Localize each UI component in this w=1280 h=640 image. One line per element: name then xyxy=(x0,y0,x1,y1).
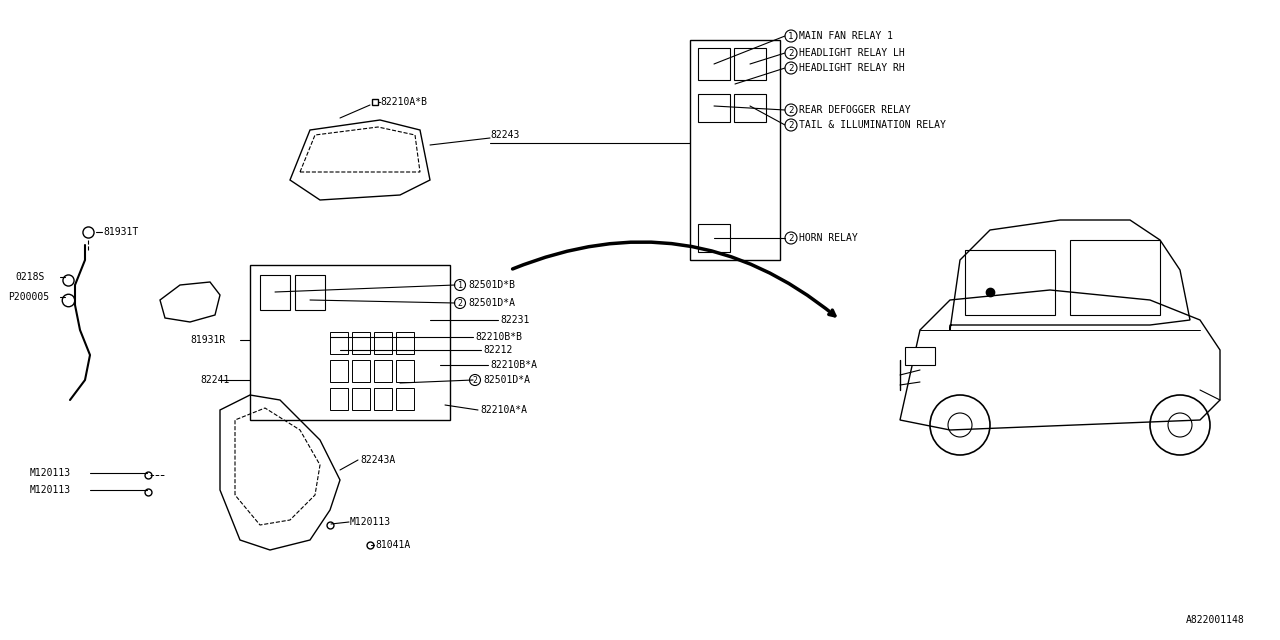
Bar xyxy=(733,48,765,80)
Text: M120113: M120113 xyxy=(349,517,392,527)
Text: 82241: 82241 xyxy=(200,375,229,385)
Text: HEADLIGHT RELAY LH: HEADLIGHT RELAY LH xyxy=(799,48,905,58)
Text: 2: 2 xyxy=(457,298,462,307)
Bar xyxy=(330,388,348,410)
Bar xyxy=(733,94,765,122)
Text: 82243: 82243 xyxy=(490,130,520,140)
Text: TAIL & ILLUMINATION RELAY: TAIL & ILLUMINATION RELAY xyxy=(799,120,946,130)
Text: 82210B*A: 82210B*A xyxy=(490,360,538,370)
Text: P200005: P200005 xyxy=(8,292,49,302)
Bar xyxy=(1070,240,1160,315)
Bar xyxy=(698,224,730,252)
Text: 82501D*A: 82501D*A xyxy=(468,298,515,308)
Text: 2: 2 xyxy=(788,106,794,115)
Bar xyxy=(396,360,413,382)
Bar xyxy=(294,275,325,310)
Bar xyxy=(698,94,730,122)
Text: 1: 1 xyxy=(788,31,794,40)
Text: 1: 1 xyxy=(457,280,462,289)
Text: 2: 2 xyxy=(788,49,794,58)
Bar xyxy=(374,332,392,354)
Bar xyxy=(330,332,348,354)
Bar xyxy=(396,388,413,410)
Text: 82243A: 82243A xyxy=(360,455,396,465)
Text: 81931R: 81931R xyxy=(189,335,225,345)
Text: M120113: M120113 xyxy=(29,468,72,478)
Bar xyxy=(965,250,1055,315)
Text: 2: 2 xyxy=(788,63,794,72)
Bar xyxy=(396,332,413,354)
Bar xyxy=(330,360,348,382)
Text: HEADLIGHT RELAY RH: HEADLIGHT RELAY RH xyxy=(799,63,905,73)
Bar xyxy=(698,48,730,80)
Text: 0218S: 0218S xyxy=(15,272,45,282)
Text: M120113: M120113 xyxy=(29,485,72,495)
Bar xyxy=(905,347,934,365)
Text: 82212: 82212 xyxy=(483,345,512,355)
Bar xyxy=(374,388,392,410)
Text: 82210A*A: 82210A*A xyxy=(480,405,527,415)
Text: 82210A*B: 82210A*B xyxy=(380,97,428,107)
Bar xyxy=(352,388,370,410)
Text: 2: 2 xyxy=(788,120,794,129)
Text: 82231: 82231 xyxy=(500,315,530,325)
Text: A822001148: A822001148 xyxy=(1187,615,1245,625)
Bar xyxy=(690,40,780,260)
Bar xyxy=(250,265,451,420)
Bar xyxy=(352,332,370,354)
Text: 82210B*B: 82210B*B xyxy=(475,332,522,342)
Text: 82501D*A: 82501D*A xyxy=(483,375,530,385)
Text: HORN RELAY: HORN RELAY xyxy=(799,233,858,243)
Text: REAR DEFOGGER RELAY: REAR DEFOGGER RELAY xyxy=(799,105,910,115)
Bar xyxy=(374,360,392,382)
Text: 81931T: 81931T xyxy=(102,227,138,237)
Text: 2: 2 xyxy=(472,376,477,385)
Bar xyxy=(352,360,370,382)
Text: 2: 2 xyxy=(788,234,794,243)
Bar xyxy=(260,275,291,310)
Text: MAIN FAN RELAY 1: MAIN FAN RELAY 1 xyxy=(799,31,893,41)
Text: 81041A: 81041A xyxy=(375,540,411,550)
Text: 82501D*B: 82501D*B xyxy=(468,280,515,290)
